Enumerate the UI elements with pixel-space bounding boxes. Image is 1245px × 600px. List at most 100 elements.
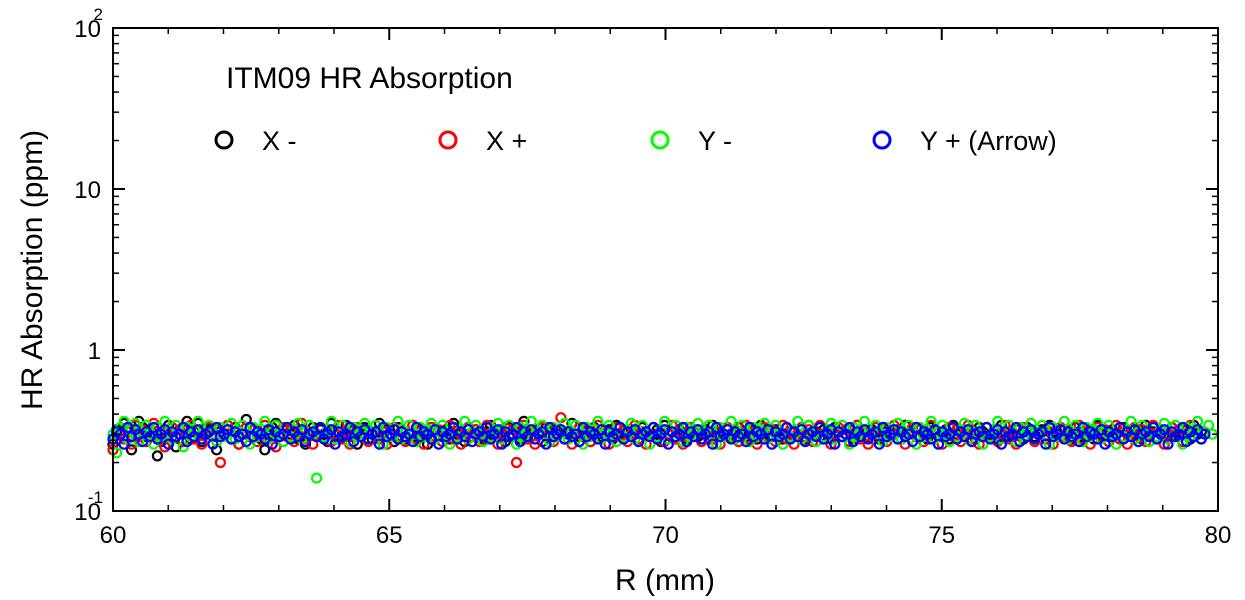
data-point	[829, 438, 841, 450]
data-point	[329, 438, 341, 450]
legend-marker	[438, 130, 458, 150]
legend: X - X + Y - Y + (Arrow)	[214, 126, 1057, 156]
data-point	[1043, 421, 1056, 434]
data-point	[766, 438, 778, 450]
data-point	[514, 436, 526, 448]
data-point	[510, 456, 523, 469]
data-point	[1199, 428, 1211, 440]
data-point	[370, 419, 382, 431]
data-point	[647, 421, 660, 434]
data-point	[118, 438, 130, 450]
data-point	[433, 438, 445, 450]
data-point	[825, 417, 837, 429]
data-point	[1147, 421, 1159, 434]
data-point	[133, 436, 145, 448]
data-point	[496, 438, 508, 450]
y-tick-exponent: -1	[88, 488, 103, 507]
data-point	[125, 444, 138, 456]
data-point	[140, 419, 152, 431]
ticks-layer	[112, 27, 1219, 512]
data-point	[481, 421, 493, 434]
data-point	[1073, 436, 1085, 448]
legend-item: X -	[214, 126, 297, 156]
y-axis-title: HR Absorption (ppm)	[16, 130, 49, 410]
data-point	[932, 438, 945, 450]
data-point	[977, 438, 989, 450]
x-tick-label: 75	[928, 522, 955, 549]
legend-label: Y -	[698, 126, 732, 156]
data-point	[980, 421, 993, 434]
data-point	[544, 421, 556, 434]
data-point	[710, 421, 723, 434]
legend-item: Y + (Arrow)	[872, 126, 1057, 156]
data-point	[644, 438, 656, 450]
legend-item: X +	[438, 126, 527, 156]
x-tick-label: 60	[100, 522, 127, 549]
data-point	[203, 419, 215, 431]
data-point	[348, 436, 360, 448]
data-point	[1014, 436, 1026, 448]
data-point	[692, 417, 704, 429]
data-point	[592, 433, 604, 445]
data-point	[207, 438, 219, 450]
data-point	[311, 472, 323, 484]
data-point	[681, 436, 693, 448]
data-point	[162, 438, 175, 450]
data-point	[740, 436, 752, 448]
data-point	[1162, 438, 1174, 450]
data-point	[869, 419, 882, 431]
data-point	[703, 419, 715, 431]
data-point	[259, 433, 271, 445]
x-tick-label: 70	[652, 522, 679, 549]
data-points-layer	[107, 412, 1219, 484]
data-point	[148, 421, 160, 434]
data-point	[492, 417, 504, 429]
data-point	[540, 438, 552, 450]
data-point	[573, 436, 586, 448]
chart-title: ITM09 HR Absorption	[226, 62, 513, 95]
data-point	[536, 419, 549, 431]
x-tick-label: 65	[376, 522, 403, 549]
legend-marker	[872, 130, 892, 150]
series-3	[107, 421, 1211, 450]
data-point	[259, 444, 271, 456]
y-tick-exponent: 2	[94, 5, 103, 24]
data-point	[196, 438, 208, 450]
x-axis-title: R (mm)	[615, 564, 715, 597]
data-point	[877, 421, 889, 434]
data-point	[266, 438, 278, 450]
data-point	[707, 438, 719, 450]
data-point	[1092, 433, 1104, 445]
x-tick-label: 80	[1205, 522, 1232, 549]
data-point	[1180, 436, 1193, 448]
legend-label: Y + (Arrow)	[920, 126, 1057, 156]
data-point	[925, 433, 937, 445]
data-point	[377, 421, 389, 434]
data-point	[240, 436, 252, 448]
data-point	[814, 421, 826, 434]
data-point	[1036, 419, 1048, 431]
legend-label: X -	[262, 126, 297, 156]
data-point	[1203, 419, 1215, 431]
data-point	[1158, 417, 1170, 429]
y-tick-label: 10	[74, 177, 101, 204]
data-point	[847, 436, 860, 448]
data-point	[862, 438, 874, 450]
data-point	[407, 436, 419, 448]
data-point	[214, 456, 226, 469]
legend-item: Y -	[650, 126, 732, 156]
legend-marker	[650, 130, 670, 150]
data-point	[211, 421, 223, 434]
y-tick-label: 1	[88, 338, 101, 365]
data-point	[906, 436, 919, 448]
data-point	[314, 421, 326, 434]
data-point	[137, 436, 149, 448]
legend-marker	[214, 130, 234, 150]
data-point	[599, 438, 611, 450]
data-point	[529, 438, 541, 450]
data-point	[373, 438, 386, 450]
data-point	[1040, 438, 1052, 450]
data-point	[873, 438, 885, 450]
